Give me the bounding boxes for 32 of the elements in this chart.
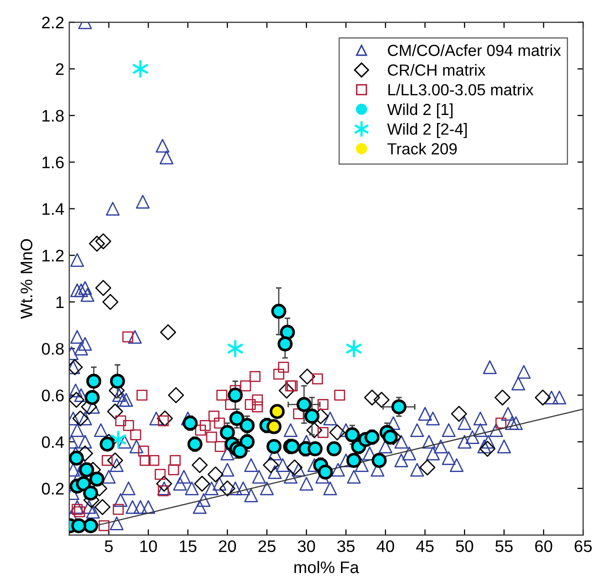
legend-label: Wild 2 [1]: [387, 103, 453, 118]
y-tick-label: 2: [56, 63, 64, 75]
y-tick-label: 1.2: [42, 250, 64, 262]
x-tick-label: 30: [298, 540, 316, 552]
y-tick-label: 0.2: [42, 482, 64, 495]
y-tick-label: 1.4: [42, 203, 64, 215]
y-tick-label: 0.4: [42, 436, 64, 448]
y-axis-title: Wt.% MnO: [20, 239, 32, 319]
x-tick-label: 45: [416, 540, 434, 552]
y-tick-label: 2.2: [42, 16, 64, 28]
x-tick-label: 15: [180, 540, 196, 552]
x-tick-label: 25: [258, 540, 276, 552]
legend-label: L/LL3.00-3.05 matrix: [388, 84, 534, 96]
y-tick-label: 1.8: [42, 110, 64, 122]
x-tick-label: 5: [104, 540, 113, 552]
x-tick-label: 20: [218, 540, 236, 552]
y-tick-label: 1.6: [42, 156, 64, 168]
x-tick-label: 35: [337, 540, 355, 552]
legend-label: Wild 2 [2-4]: [387, 123, 467, 138]
y-tick-label: 0.6: [42, 390, 64, 402]
legend-label: CR/CH matrix: [388, 64, 486, 76]
y-tick-label: 0.8: [42, 342, 64, 355]
x-axis-title: mol% Fa: [294, 560, 360, 574]
legend-label: CM/CO/Acfer 094 matrix: [388, 44, 561, 56]
x-tick-label: 10: [140, 540, 157, 552]
x-tick-label: 60: [535, 540, 552, 552]
x-tick-label: 65: [574, 540, 592, 552]
y-tick-label: 1: [56, 296, 64, 308]
x-tick-label: 55: [495, 540, 513, 552]
x-tick-label: 40: [376, 540, 394, 552]
legend-label: Track 209: [387, 142, 457, 154]
x-tick-label: 50: [456, 540, 474, 552]
